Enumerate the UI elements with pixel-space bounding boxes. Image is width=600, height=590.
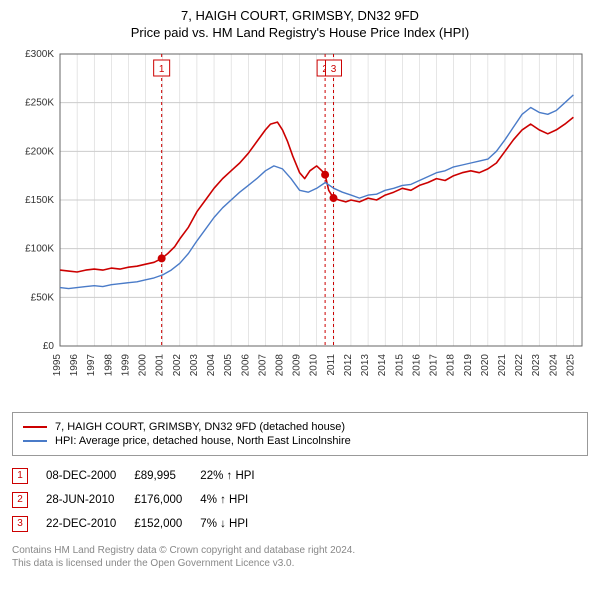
legend-swatch xyxy=(23,440,47,442)
footer-attribution: Contains HM Land Registry data © Crown c… xyxy=(12,544,588,570)
svg-text:2002: 2002 xyxy=(172,354,183,377)
table-row: 3 22-DEC-2010£152,0007% ↓ HPI xyxy=(12,512,273,536)
svg-text:3: 3 xyxy=(331,64,337,75)
svg-text:2009: 2009 xyxy=(292,354,303,377)
svg-text:2024: 2024 xyxy=(548,354,559,377)
svg-text:2023: 2023 xyxy=(531,354,542,377)
svg-text:£200K: £200K xyxy=(25,146,54,157)
svg-text:2006: 2006 xyxy=(240,354,251,377)
svg-text:2018: 2018 xyxy=(446,354,457,377)
sale-delta: 4% ↑ HPI xyxy=(200,488,272,512)
svg-text:2021: 2021 xyxy=(497,354,508,377)
svg-text:£300K: £300K xyxy=(25,49,54,60)
svg-text:£0: £0 xyxy=(43,341,55,352)
svg-text:2011: 2011 xyxy=(326,354,337,376)
sale-date: 28-JUN-2010 xyxy=(46,488,134,512)
title-address: 7, HAIGH COURT, GRIMSBY, DN32 9FD xyxy=(12,8,588,23)
svg-text:2022: 2022 xyxy=(514,354,525,377)
svg-text:1997: 1997 xyxy=(86,354,97,377)
svg-text:1995: 1995 xyxy=(52,354,63,377)
svg-text:2008: 2008 xyxy=(274,354,285,377)
sale-price: £152,000 xyxy=(134,512,200,536)
svg-text:2014: 2014 xyxy=(377,354,388,377)
svg-text:2001: 2001 xyxy=(155,354,166,377)
sale-delta: 22% ↑ HPI xyxy=(200,464,272,488)
svg-text:£250K: £250K xyxy=(25,98,54,109)
svg-text:1: 1 xyxy=(159,64,165,75)
svg-text:2017: 2017 xyxy=(429,354,440,377)
svg-text:1996: 1996 xyxy=(69,354,80,377)
legend-item: 7, HAIGH COURT, GRIMSBY, DN32 9FD (detac… xyxy=(23,421,577,433)
svg-text:1998: 1998 xyxy=(103,354,114,377)
legend-label: HPI: Average price, detached house, Nort… xyxy=(55,435,351,447)
sale-price: £89,995 xyxy=(134,464,200,488)
svg-text:2016: 2016 xyxy=(411,354,422,377)
svg-text:£100K: £100K xyxy=(25,244,54,255)
svg-text:2019: 2019 xyxy=(463,354,474,377)
sale-marker: 2 xyxy=(12,492,28,508)
svg-text:2015: 2015 xyxy=(394,354,405,377)
svg-text:2005: 2005 xyxy=(223,354,234,377)
sale-date: 22-DEC-2010 xyxy=(46,512,134,536)
svg-text:1999: 1999 xyxy=(120,354,131,377)
table-row: 1 08-DEC-2000£89,99522% ↑ HPI xyxy=(12,464,273,488)
svg-text:2000: 2000 xyxy=(138,354,149,377)
legend-label: 7, HAIGH COURT, GRIMSBY, DN32 9FD (detac… xyxy=(55,421,345,433)
sale-delta: 7% ↓ HPI xyxy=(200,512,272,536)
svg-text:2004: 2004 xyxy=(206,354,217,377)
title-subtitle: Price paid vs. HM Land Registry's House … xyxy=(12,25,588,40)
legend-item: HPI: Average price, detached house, Nort… xyxy=(23,435,577,447)
legend-swatch xyxy=(23,426,47,428)
legend-box: 7, HAIGH COURT, GRIMSBY, DN32 9FD (detac… xyxy=(12,412,588,456)
table-row: 2 28-JUN-2010£176,0004% ↑ HPI xyxy=(12,488,273,512)
svg-text:£50K: £50K xyxy=(31,292,55,303)
sale-date: 08-DEC-2000 xyxy=(46,464,134,488)
svg-text:2007: 2007 xyxy=(257,354,268,377)
svg-text:2012: 2012 xyxy=(343,354,354,377)
svg-text:2020: 2020 xyxy=(480,354,491,377)
sale-marker: 1 xyxy=(12,468,28,484)
chart-plot-area: £0 £50K £100K £150K £200K £250K £300K 1995 1996 1… xyxy=(12,46,588,406)
sale-marker: 3 xyxy=(12,516,28,532)
sales-table: 1 08-DEC-2000£89,99522% ↑ HPI 2 28-JUN-2010… xyxy=(12,464,273,536)
chart-container: 7, HAIGH COURT, GRIMSBY, DN32 9FD Price … xyxy=(0,0,600,578)
footer-line: Contains HM Land Registry data © Crown c… xyxy=(12,544,588,557)
svg-text:£150K: £150K xyxy=(25,195,54,206)
svg-text:2013: 2013 xyxy=(360,354,371,377)
sale-price: £176,000 xyxy=(134,488,200,512)
svg-text:2010: 2010 xyxy=(309,354,320,377)
svg-text:2025: 2025 xyxy=(565,354,576,377)
line-chart-svg: £0 £50K £100K £150K £200K £250K £300K 1995 1996 1… xyxy=(12,46,588,406)
footer-line: This data is licensed under the Open Gov… xyxy=(12,557,588,570)
svg-text:2003: 2003 xyxy=(189,354,200,377)
